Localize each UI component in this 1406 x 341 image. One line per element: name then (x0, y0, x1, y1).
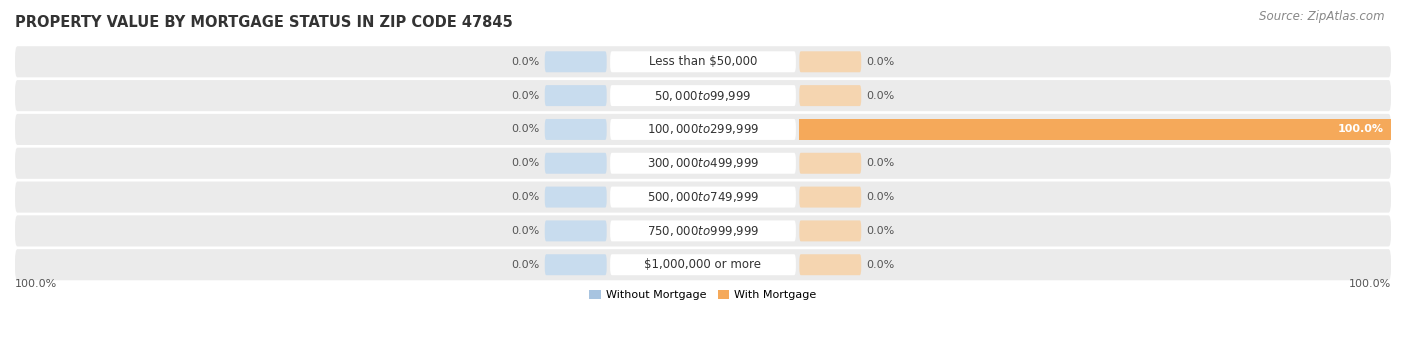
Text: 0.0%: 0.0% (510, 260, 540, 270)
Text: $300,000 to $499,999: $300,000 to $499,999 (647, 156, 759, 170)
FancyBboxPatch shape (15, 80, 1391, 111)
Text: 0.0%: 0.0% (866, 91, 896, 101)
Text: 0.0%: 0.0% (510, 226, 540, 236)
FancyBboxPatch shape (610, 153, 796, 174)
FancyBboxPatch shape (15, 148, 1391, 179)
FancyBboxPatch shape (610, 187, 796, 208)
Text: 0.0%: 0.0% (866, 226, 896, 236)
Text: $1,000,000 or more: $1,000,000 or more (644, 258, 762, 271)
FancyBboxPatch shape (15, 181, 1391, 213)
Text: 0.0%: 0.0% (866, 158, 896, 168)
FancyBboxPatch shape (610, 254, 796, 275)
Text: PROPERTY VALUE BY MORTGAGE STATUS IN ZIP CODE 47845: PROPERTY VALUE BY MORTGAGE STATUS IN ZIP… (15, 15, 513, 30)
FancyBboxPatch shape (544, 254, 606, 275)
Legend: Without Mortgage, With Mortgage: Without Mortgage, With Mortgage (585, 285, 821, 305)
FancyBboxPatch shape (544, 153, 606, 174)
FancyBboxPatch shape (800, 220, 862, 241)
Text: Source: ZipAtlas.com: Source: ZipAtlas.com (1260, 10, 1385, 23)
FancyBboxPatch shape (15, 114, 1391, 145)
FancyBboxPatch shape (610, 85, 796, 106)
FancyBboxPatch shape (610, 119, 796, 140)
FancyBboxPatch shape (544, 51, 606, 72)
Text: 0.0%: 0.0% (866, 57, 896, 67)
FancyBboxPatch shape (800, 187, 862, 208)
Text: 0.0%: 0.0% (510, 192, 540, 202)
FancyBboxPatch shape (544, 119, 606, 140)
Text: 0.0%: 0.0% (510, 57, 540, 67)
FancyBboxPatch shape (800, 254, 862, 275)
Text: 100.0%: 100.0% (1348, 279, 1391, 289)
FancyBboxPatch shape (15, 216, 1391, 247)
FancyBboxPatch shape (610, 220, 796, 241)
Text: 0.0%: 0.0% (510, 91, 540, 101)
FancyBboxPatch shape (15, 249, 1391, 280)
Text: 0.0%: 0.0% (510, 124, 540, 134)
Text: $50,000 to $99,999: $50,000 to $99,999 (654, 89, 752, 103)
Text: 100.0%: 100.0% (15, 279, 58, 289)
FancyBboxPatch shape (800, 51, 862, 72)
FancyBboxPatch shape (15, 46, 1391, 77)
FancyBboxPatch shape (544, 187, 606, 208)
FancyBboxPatch shape (800, 153, 862, 174)
Text: $750,000 to $999,999: $750,000 to $999,999 (647, 224, 759, 238)
Text: 0.0%: 0.0% (510, 158, 540, 168)
Text: $100,000 to $299,999: $100,000 to $299,999 (647, 122, 759, 136)
FancyBboxPatch shape (544, 85, 606, 106)
FancyBboxPatch shape (610, 51, 796, 72)
Text: $500,000 to $749,999: $500,000 to $749,999 (647, 190, 759, 204)
Text: 0.0%: 0.0% (866, 192, 896, 202)
Text: Less than $50,000: Less than $50,000 (648, 55, 758, 68)
Text: 100.0%: 100.0% (1339, 124, 1384, 134)
Bar (800, 119, 1391, 140)
FancyBboxPatch shape (544, 220, 606, 241)
FancyBboxPatch shape (800, 85, 862, 106)
Text: 0.0%: 0.0% (866, 260, 896, 270)
